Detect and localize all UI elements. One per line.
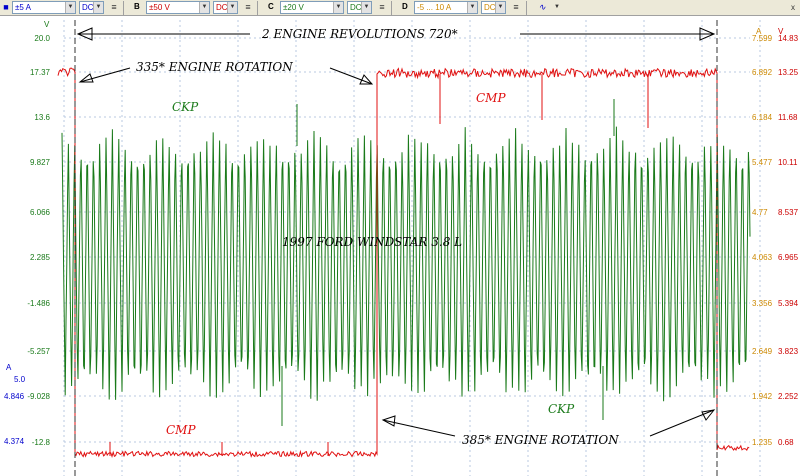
channel-d-coupling-select[interactable]: DC ▼	[481, 1, 506, 14]
rotation-385-label: 385* ENGINE ROTATION	[462, 433, 619, 447]
blue-axis-unit: A	[6, 363, 12, 372]
left-axis-tick: 9.827	[30, 158, 51, 167]
chevron-down-icon: ▼	[227, 2, 237, 13]
left-axis-tick: -12.8	[32, 438, 51, 447]
left-axis-tick: 20.0	[34, 34, 50, 43]
channel-b-range-select[interactable]: ±50 V ▼	[146, 1, 210, 14]
cmp-label: CMP	[476, 91, 506, 105]
channel-a-range-value: ±5 A	[15, 3, 31, 12]
right-axis-tick-red: 0.68	[778, 438, 794, 447]
waveform-traces	[57, 67, 751, 459]
channel-b-range-value: ±50 V	[149, 3, 170, 12]
cmp-waveform	[57, 67, 750, 459]
right-axis-ticks: 7.599 6.892 6.184 5.477 4.77 4.063 3.356 2.649 1…	[752, 34, 799, 447]
toolbar-divider	[526, 1, 527, 15]
scope-mode-icon[interactable]: ■	[3, 2, 9, 12]
channel-d-coupling-value: DC	[484, 3, 496, 12]
left-axis-tick: 2.285	[30, 253, 51, 262]
right-axis-tick-red: 3.823	[778, 347, 799, 356]
left-axis-tick: -9.028	[27, 392, 50, 401]
scope-plot-area[interactable]: V 20.0 17.37 13.6 9.827 6.066 2.285 -1.486 -5.2…	[0, 16, 800, 476]
right-axis-tick-orange: 5.477	[752, 158, 773, 167]
channel-c-label: C	[268, 2, 274, 11]
right-axis-tick-orange: 3.356	[752, 299, 773, 308]
right-axis-tick-orange: 6.184	[752, 113, 773, 122]
toolbar: ■ ±5 A ▼ DC ▼ ≡ B ±50 V ▼ DC ▼ ≡ C ±20 V ▼ DC…	[0, 0, 800, 16]
blue-axis-tick: 4.374	[4, 437, 25, 446]
toolbar-divider	[257, 1, 258, 15]
left-axis-tick: 6.066	[30, 208, 51, 217]
channel-c-coupling-select[interactable]: DC ▼	[347, 1, 372, 14]
right-axis-tick-red: 2.252	[778, 392, 799, 401]
channel-d-range-value: -5 ... 10 A	[417, 3, 452, 12]
chevron-down-icon: ▼	[199, 2, 209, 13]
channel-a-coupling-value: DC	[82, 3, 94, 12]
right-axis-tick-red: 13.25	[778, 68, 799, 77]
blue-axis-tick: 5.0	[14, 375, 26, 384]
right-axis-tick-red: 14.83	[778, 34, 799, 43]
ckp-waveform	[61, 126, 751, 402]
right-axis-tick-orange: 7.599	[752, 34, 773, 43]
channel-c-options-icon[interactable]: ≡	[379, 2, 385, 12]
right-axis-tick-orange: 2.649	[752, 347, 773, 356]
rotation-335-label: 335* ENGINE ROTATION	[136, 60, 293, 74]
channel-d-options-icon[interactable]: ≡	[513, 2, 519, 12]
chevron-down-icon: ▼	[495, 2, 505, 13]
toolbar-divider	[391, 1, 392, 15]
left-axis-tick: -5.257	[27, 347, 50, 356]
two-revolutions-label: 2 ENGINE REVOLUTIONS 720*	[261, 27, 458, 41]
right-axis-tick-red: 5.394	[778, 299, 799, 308]
chevron-down-icon: ▼	[333, 2, 343, 13]
channel-d-range-select[interactable]: -5 ... 10 A ▼	[414, 1, 478, 14]
chevron-down-icon: ▼	[361, 2, 371, 13]
annotation-arrows	[76, 27, 716, 437]
left-axis-ticks: 20.0 17.37 13.6 9.827 6.066 2.285 -1.486 -5.257…	[27, 34, 50, 447]
right-axis-tick-red: 8.537	[778, 208, 799, 217]
blue-axis-tick: 4.846	[4, 392, 25, 401]
right-axis-unit-a: A	[756, 27, 762, 36]
right-axis-tick-orange: 4.77	[752, 208, 768, 217]
channel-c-coupling-value: DC	[350, 3, 362, 12]
close-icon[interactable]: x	[791, 3, 795, 12]
chevron-down-icon: ▼	[93, 2, 103, 13]
right-axis-unit-v: V	[778, 27, 784, 36]
channel-c-range-value: ±20 V	[283, 3, 304, 12]
left-axis-tick: 17.37	[30, 68, 51, 77]
channel-b-options-icon[interactable]: ≡	[245, 2, 251, 12]
chevron-down-icon[interactable]: ▼	[554, 4, 560, 10]
chevron-down-icon: ▼	[65, 2, 75, 13]
toolbar-divider	[123, 1, 124, 15]
channel-c-range-select[interactable]: ±20 V ▼	[280, 1, 344, 14]
channel-a-range-select[interactable]: ±5 A ▼	[12, 1, 76, 14]
cmp-label: CMP	[166, 423, 196, 437]
left-axis-tick: -1.486	[27, 299, 50, 308]
right-axis-tick-orange: 1.235	[752, 438, 773, 447]
right-axis-tick-orange: 1.942	[752, 392, 773, 401]
vehicle-label: 1997 FORD WINDSTAR 3.8 L	[282, 235, 462, 249]
channel-b-label: B	[134, 2, 140, 11]
right-axis-tick-orange: 4.063	[752, 253, 773, 262]
right-axis-tick-red: 6.965	[778, 253, 799, 262]
right-axis-tick-orange: 6.892	[752, 68, 773, 77]
channel-b-coupling-select[interactable]: DC ▼	[213, 1, 238, 14]
waveform-tools-icon[interactable]: ∿	[538, 2, 546, 12]
channel-a-options-icon[interactable]: ≡	[111, 2, 117, 12]
ckp-label: CKP	[548, 402, 575, 416]
cursor-lines	[74, 20, 718, 476]
right-axis-tick-red: 11.68	[778, 113, 798, 122]
channel-a-coupling-select[interactable]: DC ▼	[79, 1, 104, 14]
channel-d-label: D	[402, 2, 408, 11]
left-axis-unit: V	[44, 20, 50, 29]
channel-b-coupling-value: DC	[216, 3, 228, 12]
chevron-down-icon: ▼	[467, 2, 477, 13]
ckp-label: CKP	[172, 100, 199, 114]
left-axis-tick: 13.6	[34, 113, 50, 122]
right-axis-tick-red: 10.11	[778, 158, 798, 167]
